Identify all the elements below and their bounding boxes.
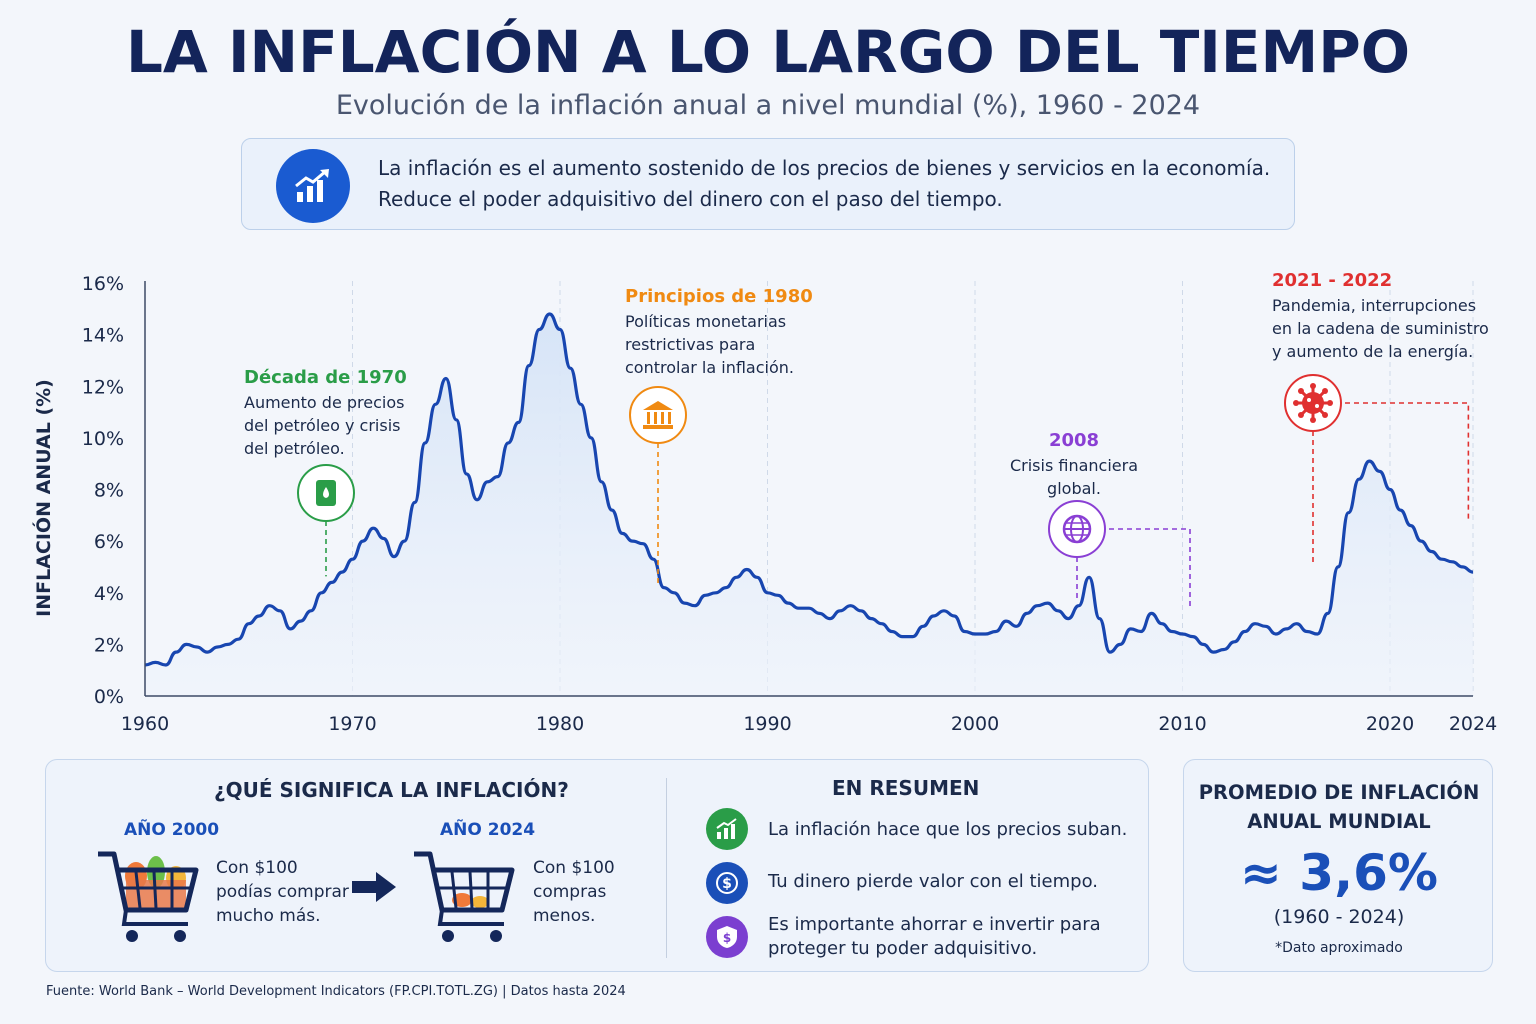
y-tick-label: 12% [82,376,124,398]
page-title: LA INFLACIÓN A LO LARGO DEL TIEMPO [125,18,1411,86]
average-title: PROMEDIO DE INFLACIÓN ANUAL MUNDIAL [1198,781,1480,833]
y-tick-label: 6% [94,531,124,553]
oil-barrel-icon [297,464,355,522]
annotation-crisis-2008: 2008 Crisis financiera global. [1010,430,1191,608]
globe-icon [1048,500,1106,558]
annotation-title: 2021 - 2022 [1272,270,1392,291]
intro-line-1: La inflación es el aumento sostenido de … [378,156,1271,180]
annotation-title: Década de 1970 [244,367,407,388]
average-range: (1960 - 2024) [1273,906,1405,928]
x-tick-label: 1970 [328,713,376,735]
annotation-text: Aumento de precios [244,393,404,412]
page-subtitle: Evolución de la inflación anual a nivel … [335,90,1201,121]
intro-line-2: Reduce el poder adquisitivo del dinero c… [378,187,1003,211]
annotation-text: del petróleo y crisis [244,416,400,435]
average-panel: PROMEDIO DE INFLACIÓN ANUAL MUNDIAL ≈ 3,… [1183,759,1493,972]
chart-growth-icon [276,149,350,223]
annotation-text: restrictivas para [625,335,755,354]
virus-icon [1284,374,1342,432]
y-tick-label: 0% [94,686,124,708]
meaning-panel: ¿QUÉ SIGNIFICA LA INFLACIÓN? AÑO 2000 Co… [45,759,1149,972]
annotation-text: del petróleo. [244,439,345,458]
summary-item-1: La inflación hace que los precios suban. [768,819,1128,840]
annotation-text: global. [1047,479,1101,498]
y-tick-label: 8% [94,480,124,502]
caption-2000: Con $100 podías comprar mucho más. [216,858,349,926]
x-tick-label: 1980 [536,713,584,735]
annotation-connector [1076,528,1191,608]
annotation-title: Principios de 1980 [625,286,813,307]
y-tick-label: 2% [94,634,124,656]
svg-text:$: $ [723,931,731,945]
svg-text:$: $ [722,876,732,892]
inflation-line [144,312,1474,667]
x-tick-label: 1960 [121,713,169,735]
y-tick-label: 4% [94,583,124,605]
y-tick-label: 14% [82,325,124,347]
growth-chart-icon [706,808,748,850]
near-empty-cart-icon [414,851,515,942]
annotation-text: Pandemia, interrupciones [1272,296,1476,315]
summary-item-2: Tu dinero pierde valor con el tiempo. [768,871,1099,892]
year-2024-label: AÑO 2024 [440,820,536,840]
inflation-area [145,314,1473,696]
average-value: ≈ 3,6% [1240,844,1438,902]
x-tick-label: 2020 [1366,713,1414,735]
bank-icon [629,386,687,444]
annotation-principios-1980: Principios de 1980 Políticas monetarias re… [625,286,813,585]
y-tick-label: 10% [82,428,124,450]
annotation-pandemia-2021: 2021 - 2022 Pandemia, interrupciones en la… [1272,270,1489,563]
y-tick-label: 16% [82,273,124,295]
inflation-chart: 1960 1970 1980 1990 2000 2010 2020 2024 0% 2% 4% 6%… [31,270,1497,735]
annotation-text: Políticas monetarias [625,312,786,331]
full-cart-icon [98,851,199,942]
x-tick-label: 2000 [951,713,999,735]
average-note: *Dato aproximado [1275,940,1403,956]
panel-divider [666,778,667,958]
summary-title: EN RESUMEN [832,776,980,800]
source-note: Fuente: World Bank – World Development I… [46,984,626,999]
x-tick-label: 2024 [1449,713,1497,735]
summary-item-3: Es importante ahorrar e invertir para pr… [768,914,1101,959]
intro-box: La inflación es el aumento sostenido de … [241,138,1295,230]
intro-text: La inflación es el aumento sostenido de … [378,153,1270,215]
caption-2024: Con $100 compras menos. [533,858,615,926]
y-axis-label: INFLACIÓN ANUAL (%) [31,379,55,617]
year-2000-label: AÑO 2000 [124,820,220,840]
x-tick-label: 1990 [743,713,791,735]
annotation-decada-1970: Década de 1970 Aumento de precios del petr… [244,367,407,577]
shield-dollar-icon: $ [706,916,748,958]
annotation-connector [1312,402,1470,563]
arrow-right-icon [352,872,396,902]
annotation-text: en la cadena de suministro [1272,319,1489,338]
x-tick-label: 2010 [1158,713,1206,735]
dollar-coin-icon: $ [706,862,748,904]
annotation-text: Crisis financiera [1010,456,1138,475]
annotation-text: y aumento de la energía. [1272,342,1473,361]
annotation-text: controlar la inflación. [625,358,794,377]
meaning-title: ¿QUÉ SIGNIFICA LA INFLACIÓN? [214,778,569,802]
annotation-title: 2008 [1049,430,1099,451]
